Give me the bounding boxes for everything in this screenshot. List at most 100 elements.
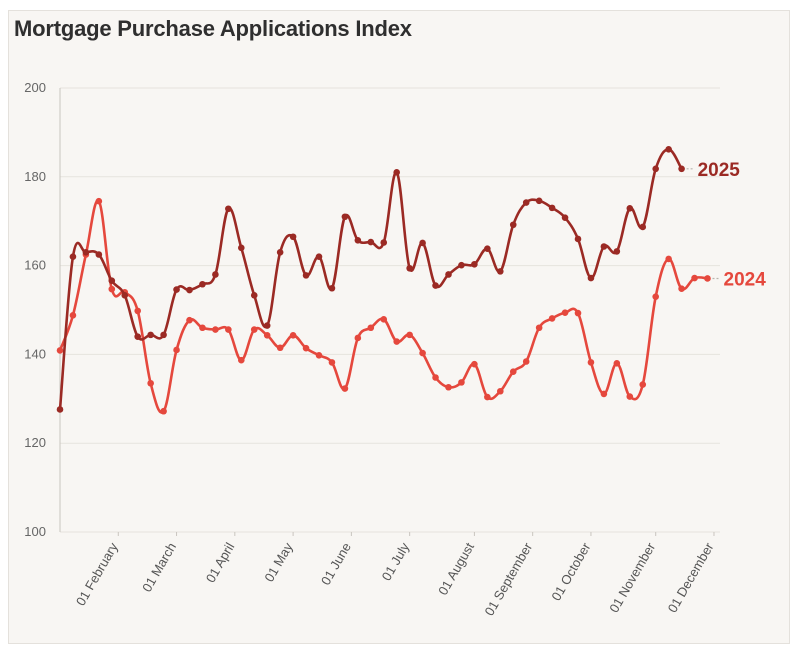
data-point-2025 bbox=[652, 165, 659, 173]
data-point-2024 bbox=[704, 275, 711, 282]
data-point-2024 bbox=[367, 324, 375, 332]
data-point-2024 bbox=[173, 346, 180, 354]
data-point-2024 bbox=[199, 324, 206, 332]
data-point-2025 bbox=[341, 213, 349, 221]
data-point-2024 bbox=[160, 407, 167, 415]
x-tick-label: 01 June bbox=[318, 540, 354, 588]
data-point-2024 bbox=[587, 359, 595, 366]
data-point-2025 bbox=[393, 169, 401, 176]
y-tick-label: 140 bbox=[24, 346, 46, 361]
data-point-2024 bbox=[458, 379, 465, 386]
x-tick-label: 01 February bbox=[73, 540, 121, 609]
data-point-2024 bbox=[69, 312, 77, 319]
data-point-2025 bbox=[367, 238, 375, 246]
data-point-2024 bbox=[406, 331, 413, 339]
data-point-2025 bbox=[354, 236, 362, 244]
data-point-2024 bbox=[56, 347, 64, 354]
data-point-2024 bbox=[665, 255, 672, 263]
data-point-2025 bbox=[69, 253, 77, 261]
y-tick-label: 160 bbox=[24, 258, 46, 273]
y-tick-label: 120 bbox=[24, 435, 46, 450]
data-point-2024 bbox=[302, 344, 310, 352]
data-point-2025 bbox=[173, 286, 180, 293]
data-point-2025 bbox=[613, 248, 621, 255]
data-point-2025 bbox=[600, 243, 608, 250]
data-point-2024 bbox=[263, 332, 271, 339]
chart-card bbox=[8, 10, 790, 644]
data-point-2025 bbox=[315, 253, 323, 261]
x-tick-label: 01 August bbox=[435, 540, 477, 598]
data-point-2024 bbox=[315, 351, 323, 359]
data-point-2024 bbox=[147, 379, 154, 387]
data-point-2025 bbox=[665, 145, 672, 153]
data-point-2024 bbox=[522, 358, 530, 365]
data-point-2024 bbox=[95, 197, 103, 205]
data-point-2025 bbox=[186, 286, 193, 294]
data-point-2025 bbox=[147, 331, 154, 339]
data-point-2025 bbox=[574, 235, 582, 243]
data-point-2025 bbox=[587, 274, 595, 282]
data-point-2024 bbox=[497, 387, 504, 395]
x-tick-label: 01 September bbox=[481, 539, 535, 618]
data-point-2025 bbox=[522, 199, 530, 206]
series-line-2024 bbox=[58, 199, 709, 414]
data-point-2024 bbox=[535, 324, 543, 332]
data-point-2024 bbox=[134, 307, 141, 315]
data-point-2025 bbox=[471, 260, 478, 268]
data-point-2024 bbox=[613, 359, 621, 367]
y-tick-label: 200 bbox=[24, 80, 46, 95]
data-point-2025 bbox=[445, 271, 452, 278]
data-point-2024 bbox=[276, 344, 284, 352]
data-point-2024 bbox=[548, 315, 556, 322]
data-point-2024 bbox=[328, 359, 336, 366]
data-point-2025 bbox=[626, 205, 634, 212]
data-point-2025 bbox=[509, 221, 517, 229]
data-point-2024 bbox=[561, 309, 569, 316]
data-point-2025 bbox=[160, 331, 167, 339]
data-point-2025 bbox=[484, 245, 491, 253]
data-point-2025 bbox=[108, 277, 116, 284]
data-point-2024 bbox=[380, 316, 388, 323]
data-point-2024 bbox=[574, 309, 582, 317]
data-point-2024 bbox=[212, 326, 219, 333]
data-point-2024 bbox=[225, 326, 232, 333]
data-point-2025 bbox=[250, 292, 258, 299]
data-point-2024 bbox=[108, 285, 116, 293]
data-point-2024 bbox=[393, 338, 401, 345]
data-point-2025 bbox=[419, 239, 426, 247]
data-point-2025 bbox=[406, 264, 413, 272]
data-point-2024 bbox=[678, 285, 685, 292]
x-tick-label: 01 July bbox=[379, 540, 413, 584]
data-point-2025 bbox=[497, 268, 504, 275]
data-point-2025 bbox=[678, 165, 685, 173]
data-point-2024 bbox=[354, 334, 362, 342]
data-point-2025 bbox=[134, 333, 141, 340]
data-point-2024 bbox=[652, 293, 659, 300]
data-point-2024 bbox=[341, 385, 349, 392]
data-point-2024 bbox=[626, 393, 634, 400]
data-point-2025 bbox=[95, 251, 103, 258]
data-point-2024 bbox=[509, 368, 517, 376]
data-point-2024 bbox=[238, 356, 245, 364]
data-point-2025 bbox=[458, 261, 465, 269]
data-point-2025 bbox=[225, 205, 232, 213]
data-point-2025 bbox=[548, 204, 556, 212]
data-point-2024 bbox=[445, 383, 452, 391]
data-point-2025 bbox=[238, 244, 245, 252]
series-label-2024: 2024 bbox=[724, 269, 767, 290]
data-point-2024 bbox=[600, 390, 608, 398]
x-tick-label: 01 May bbox=[261, 540, 296, 585]
data-point-2025 bbox=[289, 233, 297, 241]
data-point-2025 bbox=[82, 248, 90, 256]
x-tick-label: 01 October bbox=[548, 539, 593, 603]
x-tick-label: 01 December bbox=[665, 539, 717, 615]
series-label-2025: 2025 bbox=[698, 160, 741, 181]
data-point-2024 bbox=[691, 274, 698, 282]
y-tick-label: 180 bbox=[24, 169, 46, 184]
data-point-2025 bbox=[432, 282, 439, 289]
data-point-2024 bbox=[639, 381, 647, 388]
x-tick-label: 01 April bbox=[203, 540, 238, 585]
data-point-2025 bbox=[263, 322, 271, 329]
data-point-2025 bbox=[328, 284, 336, 292]
data-point-2025 bbox=[276, 248, 284, 256]
